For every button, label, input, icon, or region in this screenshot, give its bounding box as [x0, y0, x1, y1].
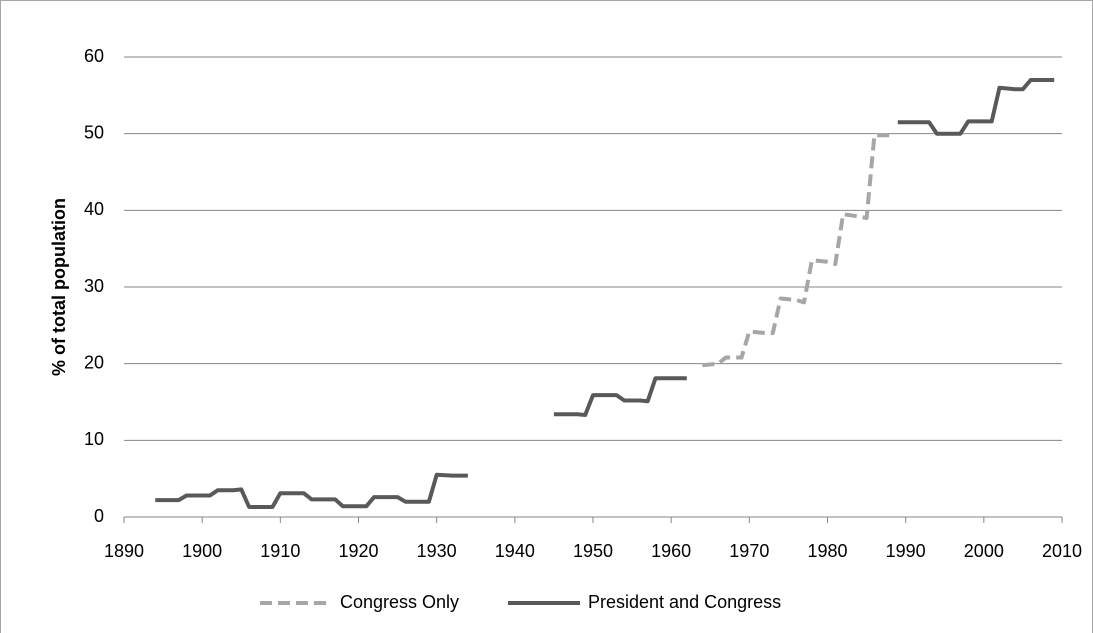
- y-axis-label: % of total population: [49, 198, 69, 376]
- x-tick-label: 2010: [1042, 541, 1082, 561]
- x-tick-label: 2000: [964, 541, 1004, 561]
- x-tick-label: 1960: [651, 541, 691, 561]
- series-line: [702, 133, 890, 368]
- y-tick-label: 0: [94, 506, 104, 526]
- legend-label: President and Congress: [588, 592, 781, 612]
- y-tick-label: 50: [84, 122, 104, 142]
- x-tick-label: 1900: [182, 541, 222, 561]
- x-tick-label: 1890: [104, 541, 144, 561]
- x-tick-label: 1920: [338, 541, 378, 561]
- y-tick-label: 20: [84, 352, 104, 372]
- y-tick-label: 40: [84, 199, 104, 219]
- y-tick-label: 60: [84, 46, 104, 66]
- x-tick-label: 1950: [573, 541, 613, 561]
- x-tick-label: 1910: [260, 541, 300, 561]
- y-tick-label: 30: [84, 276, 104, 296]
- x-tick-label: 1970: [729, 541, 769, 561]
- y-tick-label: 10: [84, 429, 104, 449]
- series-line: [155, 78, 1055, 509]
- x-tick-label: 1990: [886, 541, 926, 561]
- legend-label: Congress Only: [340, 592, 459, 612]
- x-tick-label: 1930: [417, 541, 457, 561]
- x-tick-label: 1940: [495, 541, 535, 561]
- x-tick-label: 1980: [807, 541, 847, 561]
